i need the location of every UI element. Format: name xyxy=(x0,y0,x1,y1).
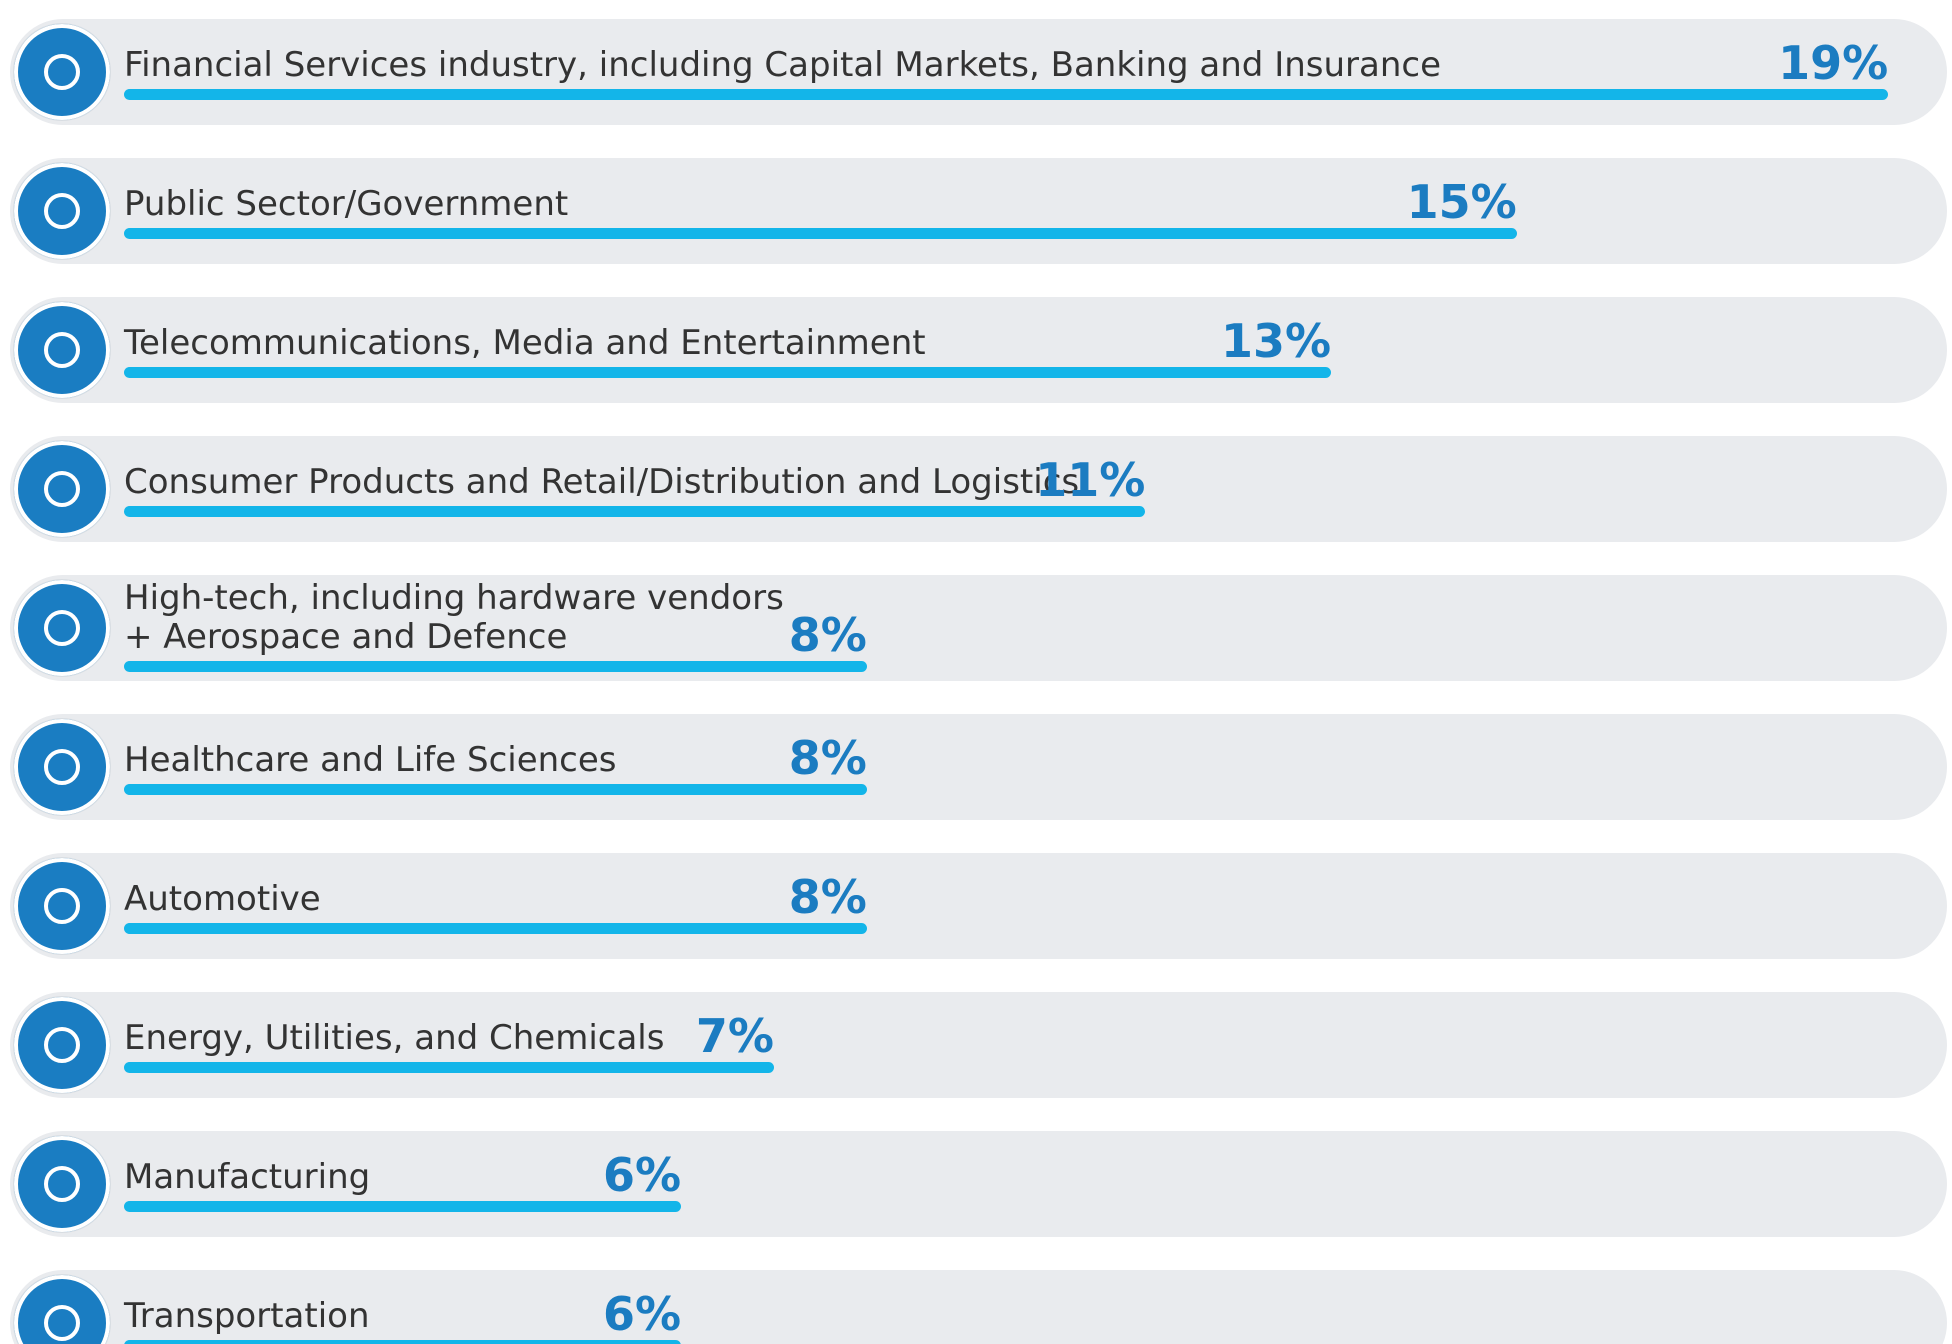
bar xyxy=(124,506,1146,517)
bar xyxy=(124,1062,774,1073)
value-label: 6% xyxy=(603,1287,682,1341)
category-label: Transportation xyxy=(124,1296,370,1336)
bar xyxy=(124,923,867,934)
row-icon xyxy=(14,1136,110,1232)
row-background xyxy=(10,19,1947,125)
row-background xyxy=(10,158,1947,264)
row-background xyxy=(10,853,1947,959)
category-label: Public Sector/Government xyxy=(124,184,569,224)
row-icon xyxy=(14,302,110,398)
category-label: Healthcare and Life Sciences xyxy=(124,740,617,780)
category-label: Manufacturing xyxy=(124,1157,371,1197)
bar xyxy=(124,784,867,795)
category-label: High-tech, including hardware vendors + … xyxy=(124,578,784,657)
row-background xyxy=(10,1270,1947,1344)
category-label: Energy, Utilities, and Chemicals xyxy=(124,1018,665,1058)
bar xyxy=(124,1340,682,1344)
bar xyxy=(124,1201,682,1212)
row-background xyxy=(10,714,1947,820)
value-label: 8% xyxy=(788,608,867,662)
row-icon xyxy=(14,24,110,120)
category-label: Financial Services industry, including C… xyxy=(124,45,1442,85)
value-label: 6% xyxy=(603,1148,682,1202)
row-icon xyxy=(14,997,110,1093)
bar xyxy=(124,228,1517,239)
row-icon xyxy=(14,441,110,537)
value-label: 13% xyxy=(1220,314,1332,368)
row-icon xyxy=(14,719,110,815)
value-label: 7% xyxy=(695,1009,774,1063)
value-label: 15% xyxy=(1406,175,1517,229)
bar xyxy=(124,89,1889,100)
row-background xyxy=(10,1131,1947,1237)
row-icon xyxy=(14,580,110,676)
value-label: 8% xyxy=(788,731,867,785)
bar xyxy=(124,661,867,672)
category-label: Automotive xyxy=(124,879,321,919)
bar xyxy=(124,367,1332,378)
row-background xyxy=(10,297,1947,403)
value-label: 8% xyxy=(788,870,867,924)
value-label: 11% xyxy=(1035,453,1146,507)
value-label: 19% xyxy=(1778,36,1889,90)
row-icon xyxy=(14,1275,110,1344)
category-label: Telecommunications, Media and Entertainm… xyxy=(124,323,926,363)
row-icon xyxy=(14,858,110,954)
row-background xyxy=(10,992,1947,1098)
row-icon xyxy=(14,163,110,259)
row-background xyxy=(10,436,1947,542)
category-label: Consumer Products and Retail/Distributio… xyxy=(124,462,1080,502)
